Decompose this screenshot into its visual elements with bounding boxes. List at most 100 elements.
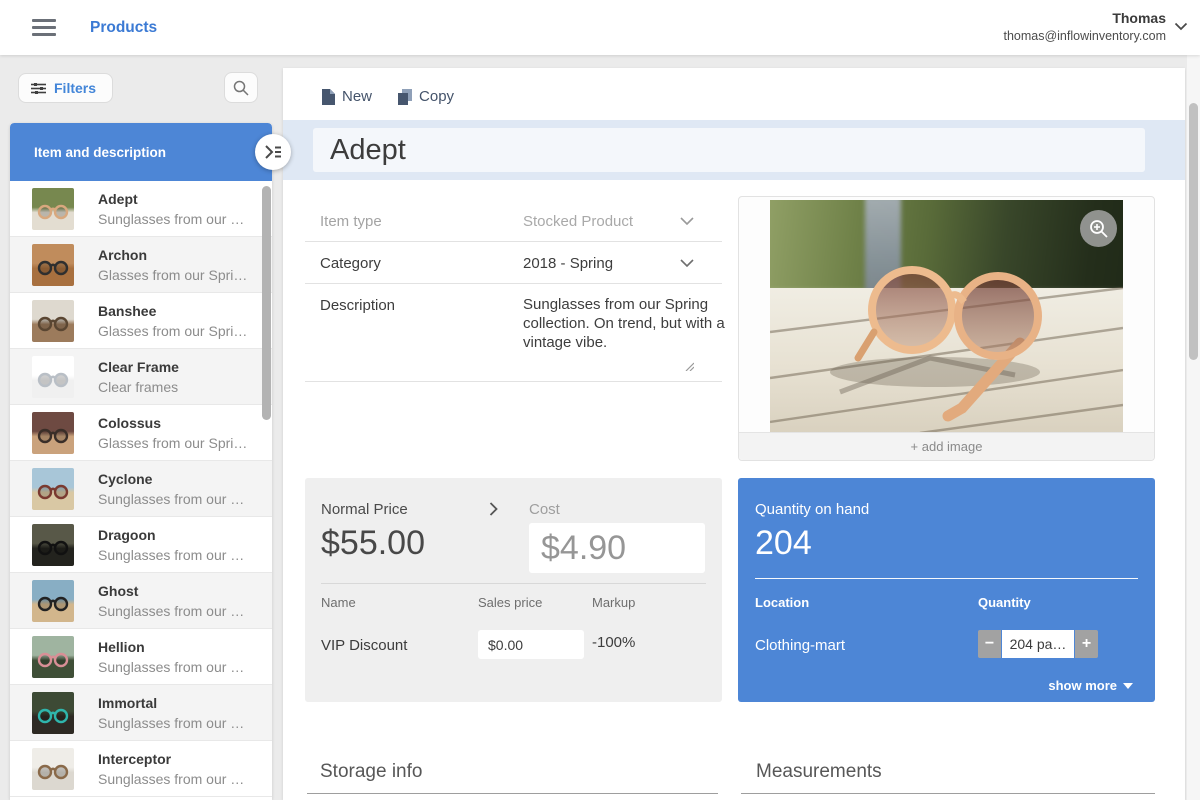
- product-item-name: Adept: [98, 190, 138, 207]
- product-item-description: Sunglasses from our …: [98, 770, 245, 787]
- quantity-input[interactable]: [1002, 630, 1074, 658]
- hamburger-menu-icon[interactable]: [32, 19, 56, 37]
- caret-down-icon: [1123, 682, 1133, 689]
- product-item-description: Glasses from our Spri…: [98, 434, 248, 451]
- product-thumbnail: [32, 691, 74, 734]
- measurements-heading: Measurements: [756, 761, 882, 782]
- sales-price-input[interactable]: [478, 630, 584, 659]
- product-list-item[interactable]: Cyclone Sunglasses from our …: [10, 461, 272, 517]
- category-row: Category 2018 - Spring: [305, 242, 722, 284]
- product-list-item[interactable]: Interceptor Sunglasses from our …: [10, 741, 272, 797]
- product-item-name: Clear Frame: [98, 358, 179, 375]
- product-photo: [770, 200, 1123, 433]
- collapse-panel-button[interactable]: [255, 134, 291, 170]
- category-value[interactable]: 2018 - Spring: [523, 255, 614, 272]
- user-menu[interactable]: Thomas thomas@inflowinventory.com: [1003, 10, 1166, 43]
- chevron-down-icon[interactable]: [1174, 22, 1188, 31]
- product-thumbnail: [32, 635, 74, 678]
- product-item-name: Immortal: [98, 694, 158, 711]
- chevron-down-icon[interactable]: [680, 259, 694, 267]
- chevron-right-icon[interactable]: [489, 502, 498, 516]
- product-list: Adept Sunglasses from our … Archon Glass…: [10, 181, 272, 797]
- product-thumbnail: [32, 467, 74, 510]
- item-type-row: Item type Stocked Product: [305, 200, 722, 242]
- quantity-stepper: − +: [978, 630, 1098, 658]
- product-list-item[interactable]: Immortal Sunglasses from our …: [10, 685, 272, 741]
- product-thumbnail: [32, 243, 74, 286]
- minus-button[interactable]: −: [978, 630, 1001, 658]
- cost-input[interactable]: [529, 523, 705, 573]
- plus-button[interactable]: +: [1075, 630, 1098, 658]
- add-image-button[interactable]: + add image: [739, 432, 1154, 460]
- product-thumbnail: [32, 355, 74, 398]
- title-band: [283, 120, 1185, 180]
- product-list-item[interactable]: Archon Glasses from our Spri…: [10, 237, 272, 293]
- copy-icon: [398, 88, 413, 105]
- storage-info-heading: Storage info: [320, 761, 423, 782]
- product-thumbnail: [32, 411, 74, 454]
- zoom-image-button[interactable]: [1080, 210, 1117, 247]
- new-button[interactable]: New: [322, 88, 372, 105]
- qty-col-quantity: Quantity: [978, 595, 1031, 610]
- list-header-label: Item and description: [34, 144, 167, 160]
- list-header: Item and description: [10, 123, 272, 181]
- filters-button[interactable]: Filters: [18, 73, 114, 103]
- magnifier-plus-icon: [1090, 220, 1108, 238]
- category-label: Category: [320, 255, 381, 272]
- description-textarea[interactable]: Sunglasses from our Spring collection. O…: [523, 296, 725, 351]
- price-col-markup: Markup: [592, 595, 636, 610]
- product-item-description: Glasses from our Spri…: [98, 322, 248, 339]
- product-thumbnail: [32, 747, 74, 790]
- item-type-value[interactable]: Stocked Product: [523, 213, 634, 230]
- chevron-down-icon[interactable]: [680, 217, 694, 225]
- measurements-section: Measurements: [741, 761, 1155, 794]
- product-item-description: Glasses from our Spri…: [98, 266, 248, 283]
- qty-col-location: Location: [755, 595, 810, 610]
- product-item-name: Colossus: [98, 414, 162, 431]
- sunglasses-illustration: [770, 266, 1123, 433]
- product-item-description: Sunglasses from our …: [98, 546, 245, 563]
- product-thumbnail: [32, 299, 74, 342]
- product-item-description: Sunglasses from our …: [98, 658, 245, 675]
- normal-price-value: $55.00: [321, 524, 425, 562]
- resize-handle-icon[interactable]: [683, 360, 694, 371]
- user-name: Thomas: [1112, 10, 1166, 26]
- top-bar: Products Thomas thomas@inflowinventory.c…: [0, 0, 1200, 55]
- product-item-name: Archon: [98, 246, 147, 263]
- product-item-description: Sunglasses from our …: [98, 210, 245, 227]
- toolbar: New Copy: [322, 88, 454, 105]
- cost-label: Cost: [529, 501, 560, 518]
- product-list-item[interactable]: Adept Sunglasses from our …: [10, 181, 272, 237]
- list-scrollbar-thumb[interactable]: [262, 186, 271, 420]
- product-form: Item type Stocked Product Category 2018 …: [305, 200, 725, 382]
- price-row-name: VIP Discount: [321, 637, 408, 654]
- product-list-item[interactable]: Banshee Glasses from our Spri…: [10, 293, 272, 349]
- item-type-label: Item type: [320, 213, 382, 230]
- product-item-name: Hellion: [98, 638, 145, 655]
- page-scrollbar-thumb[interactable]: [1189, 103, 1198, 360]
- price-col-name: Name: [321, 595, 356, 610]
- search-button[interactable]: [224, 72, 258, 103]
- user-email: thomas@inflowinventory.com: [1003, 29, 1166, 43]
- filter-sliders-icon: [31, 82, 46, 94]
- product-list-item[interactable]: Clear Frame Clear frames: [10, 349, 272, 405]
- product-item-name: Cyclone: [98, 470, 153, 487]
- product-name-input[interactable]: [313, 128, 1145, 172]
- product-list-item[interactable]: Colossus Glasses from our Spri…: [10, 405, 272, 461]
- filters-label: Filters: [54, 80, 97, 96]
- product-list-panel: Item and description Adept Sunglasses fr…: [10, 123, 272, 800]
- show-more-button[interactable]: show more: [1048, 678, 1133, 693]
- product-item-description: Sunglasses from our …: [98, 602, 245, 619]
- description-label: Description: [320, 297, 396, 314]
- markup-value: -100%: [592, 634, 636, 651]
- product-item-description: Sunglasses from our …: [98, 714, 245, 731]
- quantity-title: Quantity on hand: [755, 501, 870, 518]
- product-list-item[interactable]: Ghost Sunglasses from our …: [10, 573, 272, 629]
- copy-button[interactable]: Copy: [398, 88, 454, 105]
- product-list-item[interactable]: Hellion Sunglasses from our …: [10, 629, 272, 685]
- new-document-icon: [322, 88, 335, 105]
- product-thumbnail: [32, 523, 74, 566]
- product-list-item[interactable]: Dragoon Sunglasses from our …: [10, 517, 272, 573]
- divider: [755, 578, 1138, 579]
- photo-background: [770, 200, 1123, 292]
